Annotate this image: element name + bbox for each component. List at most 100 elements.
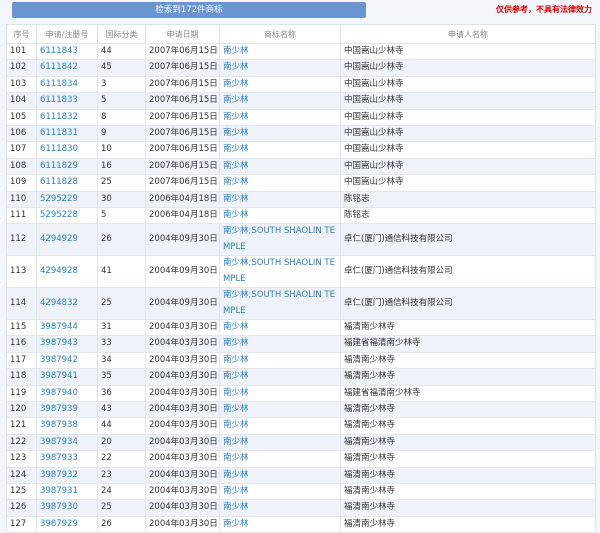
trademark-name-link[interactable]: 南少林	[223, 78, 249, 89]
reg-number-link[interactable]: 4294832	[40, 297, 78, 308]
reg-number-link[interactable]: 6111831	[40, 128, 78, 139]
trademark-name-link[interactable]: 南少林	[223, 387, 249, 398]
reg-number-link-cell: 4294929	[36, 223, 98, 257]
trademark-name-link[interactable]: 南少林	[223, 354, 249, 365]
reg-number-link[interactable]: 5295228	[40, 210, 78, 221]
trademark-name-link[interactable]: 南少林;SOUTH SHAOLIN TEMPLE	[223, 258, 335, 284]
reg-number-link[interactable]: 6111829	[40, 160, 78, 171]
reg-number-link[interactable]: 3987929	[40, 518, 78, 529]
trademark-name-link[interactable]: 南少林	[223, 403, 249, 414]
trademark-name-link[interactable]: 南少林	[223, 321, 249, 332]
reg-number-link[interactable]: 3987931	[40, 485, 78, 496]
applicant-name-cell: 陈铭志	[340, 190, 596, 209]
reg-number-link[interactable]: 4294928	[40, 265, 78, 276]
reg-number-link[interactable]: 3987940	[40, 387, 78, 398]
row-index-cell: 106	[6, 125, 37, 143]
trademark-name-link[interactable]: 南少林	[223, 177, 249, 188]
reg-number-link[interactable]: 6111833	[40, 95, 78, 106]
reg-number-link[interactable]: 6111830	[40, 144, 78, 155]
trademark-name-link[interactable]: 南少林	[223, 160, 249, 171]
reg-number-link[interactable]: 3987934	[40, 436, 78, 447]
trademark-name-link-cell: 南少林	[219, 482, 341, 501]
reg-number-link[interactable]: 3987938	[40, 420, 78, 431]
class-cell: 22	[97, 450, 146, 468]
trademark-name-link[interactable]: 南少林	[223, 518, 249, 529]
row-index-cell: 110	[6, 190, 37, 209]
trademark-name-link[interactable]: 南少林	[223, 436, 249, 447]
applicant-name-cell: 中国嵩山少林寺	[340, 157, 596, 176]
reg-number-link[interactable]: 3987932	[40, 469, 78, 480]
row-index-cell: 102	[6, 59, 37, 77]
trademark-name-link-cell: 南少林	[219, 368, 341, 386]
trademark-name-link[interactable]: 南少林	[223, 371, 249, 382]
reg-number-link[interactable]: 3987942	[40, 354, 78, 365]
applicant-name-cell: 福清南少林寺	[340, 351, 596, 370]
application-date-cell: 2004年09月30日	[145, 223, 220, 257]
trademark-name-link[interactable]: 南少林	[223, 453, 249, 464]
trademark-name-link-cell: 南少林	[219, 207, 341, 225]
reg-number-link[interactable]: 5295229	[40, 193, 78, 204]
trademark-name-link[interactable]: 南少林	[223, 338, 249, 349]
reg-number-link[interactable]: 3987941	[40, 371, 78, 382]
trademark-name-link[interactable]: 南少林	[223, 111, 249, 122]
reg-number-link[interactable]: 6111843	[40, 46, 78, 56]
row-index-cell: 104	[6, 92, 37, 110]
reg-number-link[interactable]: 3987939	[40, 403, 78, 414]
reg-number-link-cell: 6111842	[36, 59, 98, 77]
reg-number-link[interactable]: 3987944	[40, 321, 78, 332]
trademark-name-link[interactable]: 南少林;SOUTH SHAOLIN TEMPLE	[223, 226, 335, 252]
class-cell: 43	[97, 400, 146, 419]
table-row: 125 3987931 24 2004年03月30日 南少林 福清南少林寺	[6, 482, 596, 501]
row-index-cell: 124	[6, 466, 37, 484]
applicant-name-cell: 福清南少林寺	[340, 368, 596, 386]
reg-number-link[interactable]: 3987930	[40, 502, 78, 513]
applicant-name-cell: 中国嵩山少林寺	[340, 125, 596, 143]
disclaimer-text: 仅供参考，不具有法律效力	[496, 5, 592, 14]
col-header-date: 申请日期	[145, 24, 220, 44]
class-cell: 16	[97, 157, 146, 176]
applicant-name-cell: 中国嵩山少林寺	[340, 75, 596, 94]
trademark-name-link[interactable]: 南少林	[223, 95, 249, 106]
reg-number-link[interactable]: 6111842	[40, 62, 78, 73]
trademark-name-link-cell: 南少林	[219, 190, 341, 209]
reg-number-link[interactable]: 3987943	[40, 338, 78, 349]
class-cell: 9	[97, 125, 146, 143]
reg-number-link-cell: 3987930	[36, 499, 98, 517]
trademark-name-link[interactable]: 南少林	[223, 469, 249, 480]
search-result-button[interactable]: 检索到172件商标	[12, 2, 366, 18]
reg-number-link[interactable]: 6111834	[40, 78, 78, 89]
row-index-cell: 123	[6, 450, 37, 468]
reg-number-link-cell: 3987934	[36, 433, 98, 452]
reg-number-link[interactable]: 3987933	[40, 453, 78, 464]
class-cell: 25	[97, 174, 146, 192]
trademark-name-link[interactable]: 南少林	[223, 128, 249, 139]
application-date-cell: 2007年06月15日	[145, 174, 220, 192]
trademark-name-link[interactable]: 南少林	[223, 144, 249, 155]
table-row: 116 3987943 33 2004年03月30日 南少林 福建省福清南少林寺	[6, 335, 596, 353]
applicant-name-cell: 福清南少林寺	[340, 318, 596, 337]
class-cell: 8	[97, 108, 146, 127]
row-index-cell: 122	[6, 433, 37, 452]
reg-number-link[interactable]: 6111828	[40, 177, 78, 188]
reg-number-link[interactable]: 6111832	[40, 111, 78, 122]
reg-number-link[interactable]: 4294929	[40, 234, 78, 245]
trademark-name-link[interactable]: 南少林	[223, 485, 249, 496]
application-date-cell: 2007年06月15日	[145, 125, 220, 143]
trademark-name-link[interactable]: 南少林	[223, 502, 249, 513]
trademark-name-link[interactable]: 南少林	[223, 210, 249, 221]
application-date-cell: 2004年03月30日	[145, 499, 220, 517]
trademark-name-link[interactable]: 南少林	[223, 420, 249, 431]
class-cell: 25	[97, 499, 146, 517]
reg-number-link-cell: 5295228	[36, 207, 98, 225]
table-row: 113 4294928 41 2004年09月30日 南少林;SOUTH SHAOLIN…	[6, 255, 596, 289]
trademark-name-link[interactable]: 南少林	[223, 193, 249, 204]
application-date-cell: 2004年03月30日	[145, 515, 220, 533]
col-header-index: 序号	[6, 24, 37, 44]
trademark-name-link[interactable]: 南少林;SOUTH SHAOLIN TEMPLE	[223, 290, 335, 316]
table-row: 119 3987940 36 2004年03月30日 南少林 福建省福清南少林寺	[6, 384, 596, 402]
trademark-name-link[interactable]: 南少林	[223, 62, 249, 73]
reg-number-link-cell: 5295229	[36, 190, 98, 209]
table-row: 112 4294929 26 2004年09月30日 南少林;SOUTH SHAOLIN…	[6, 223, 596, 257]
trademark-name-link[interactable]: 南少林	[223, 46, 249, 56]
reg-number-link-cell: 3987944	[36, 318, 98, 337]
